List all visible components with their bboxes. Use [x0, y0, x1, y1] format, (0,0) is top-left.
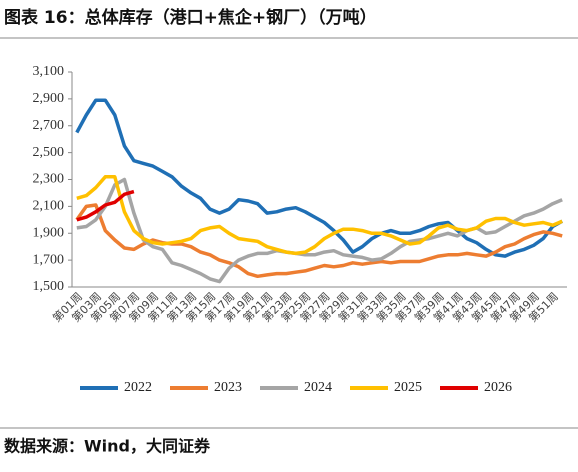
series-line: [76, 177, 563, 284]
y-tick-label: 2,300: [33, 172, 65, 187]
y-tick-label: 3,100: [33, 64, 65, 79]
legend-label: 2026: [484, 380, 512, 395]
legend-label: 2022: [124, 380, 152, 395]
y-tick-label: 2,700: [33, 118, 65, 133]
y-tick-label: 2,900: [33, 91, 65, 106]
y-tick-label: 1,900: [33, 225, 65, 240]
legend-label: 2025: [394, 380, 422, 395]
y-tick-label: 1,700: [33, 252, 65, 267]
series-line: [75, 203, 563, 279]
source: 数据来源：Wind，大同证券: [4, 437, 211, 456]
y-tick-label: 2,100: [33, 199, 65, 214]
y-tick-label: 1,500: [33, 279, 65, 294]
series-line: [76, 189, 135, 222]
series-line: [75, 98, 564, 258]
chart-title: 图表 16：总体库存（港口+焦企+钢厂）（万吨）: [4, 7, 377, 28]
series-line: [76, 175, 563, 256]
y-tick-label: 2,500: [33, 145, 65, 160]
legend-label: 2024: [304, 380, 332, 395]
legend-label: 2023: [214, 380, 242, 395]
